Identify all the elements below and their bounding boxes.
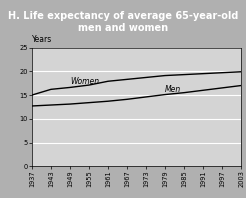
Text: Years: Years (32, 35, 52, 44)
Text: H. Life expectancy of average 65-year-old
men and women: H. Life expectancy of average 65-year-ol… (8, 11, 238, 33)
Text: Men: Men (165, 85, 181, 94)
Text: Women: Women (70, 77, 99, 86)
